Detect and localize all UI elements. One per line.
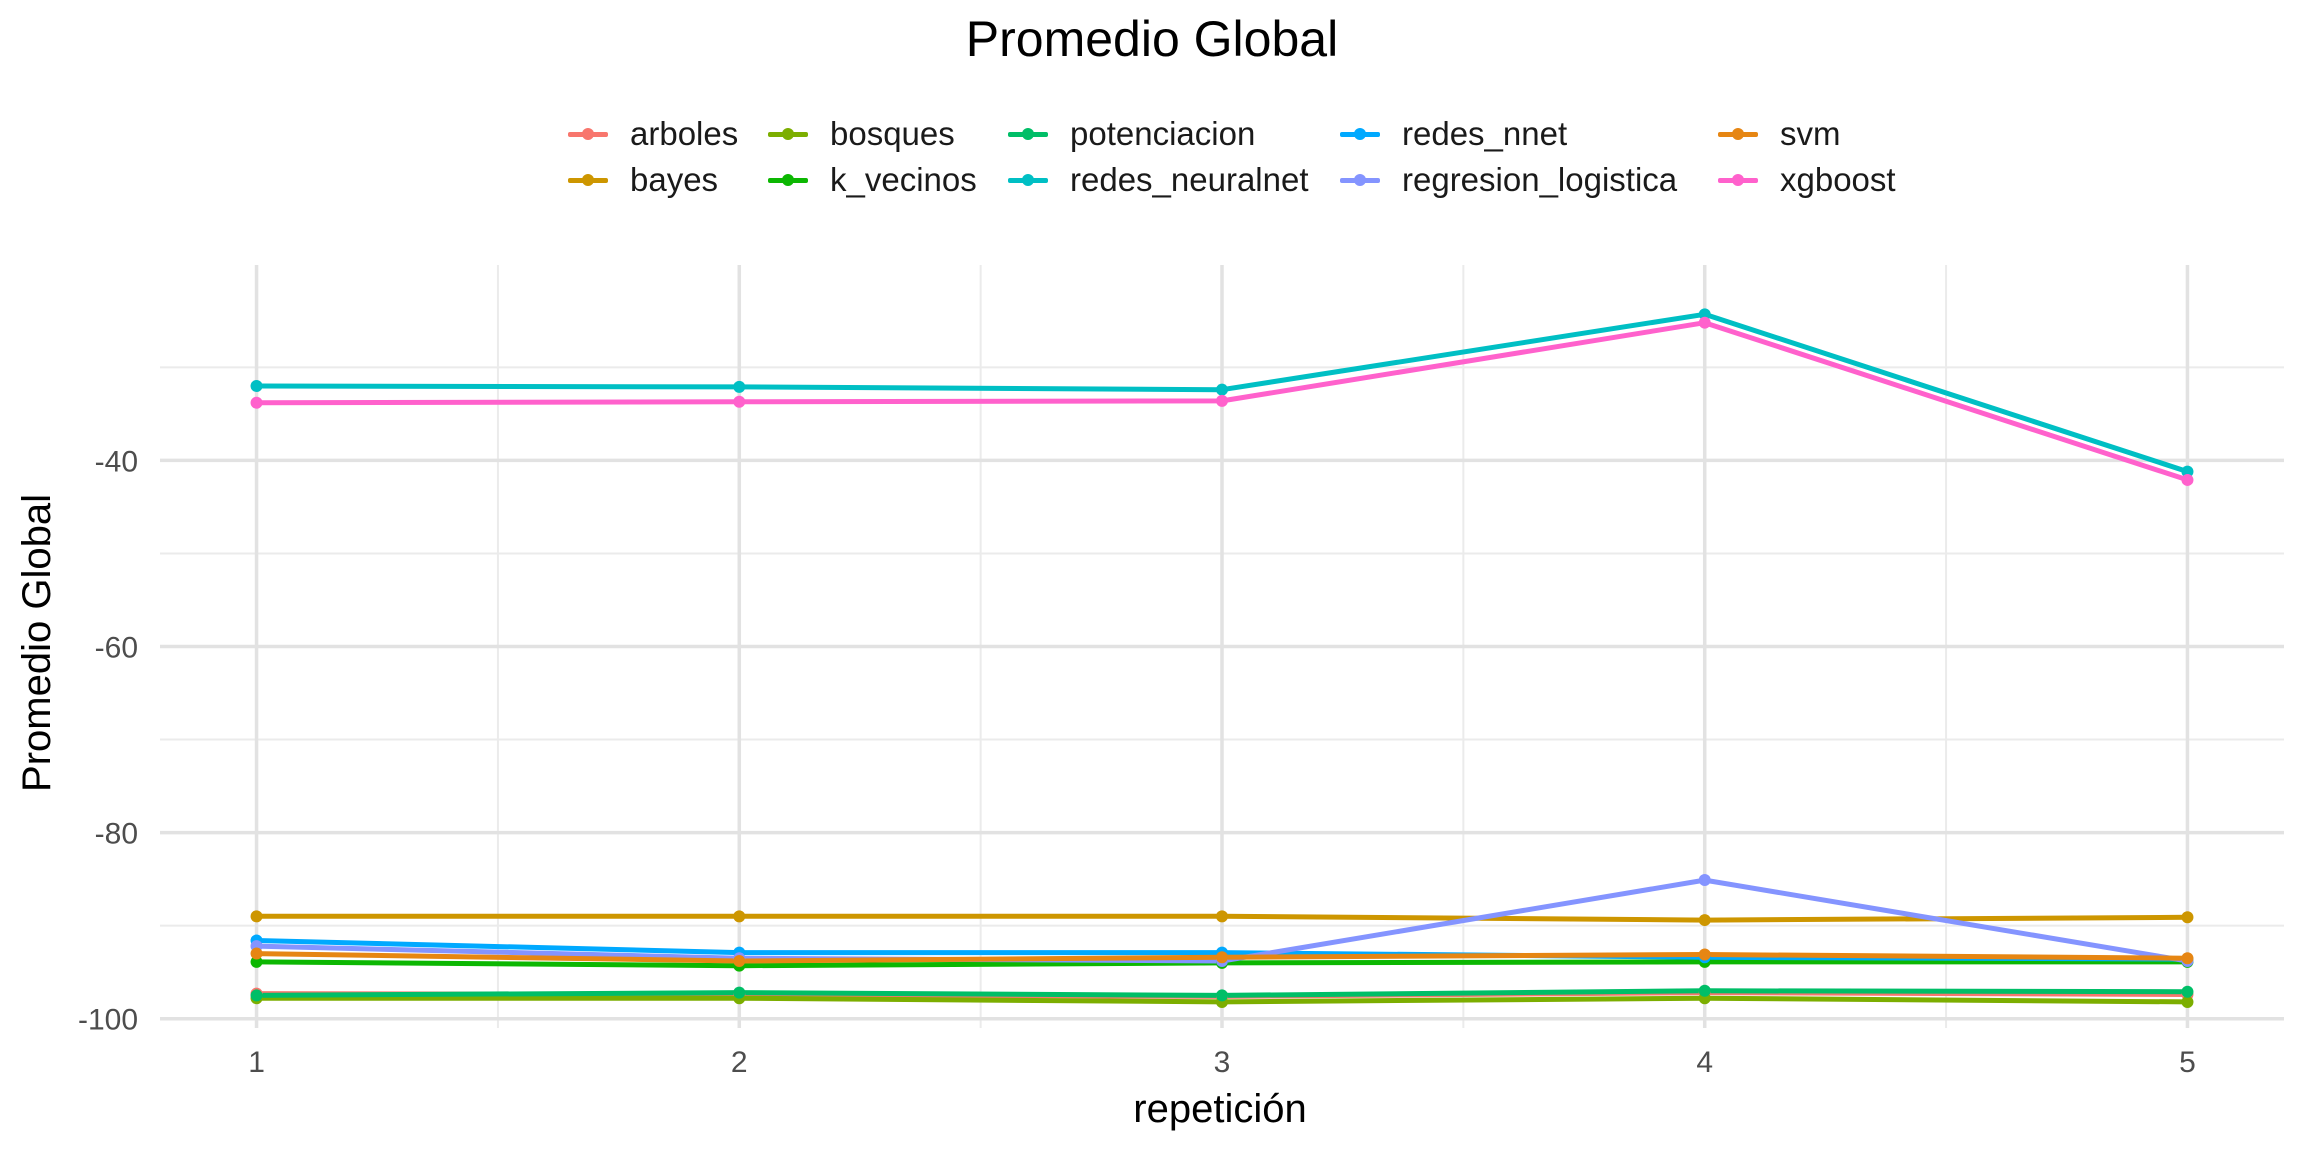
legend-item-redes_nnet: redes_nnet xyxy=(1340,112,1567,156)
data-point-potenciacion xyxy=(733,986,746,999)
x-axis-tick-labels: 1 2 3 4 5 xyxy=(248,1046,2196,1079)
y-axis-title: Promedio Global xyxy=(15,494,59,792)
legend-key xyxy=(1718,158,1758,202)
legend-key xyxy=(1008,112,1048,156)
legend-item-svm: svm xyxy=(1718,112,1841,156)
data-point-svm xyxy=(1698,948,1711,961)
data-point-bayes xyxy=(733,910,746,923)
x-axis-title: repetición xyxy=(1133,1087,1306,1131)
data-point-potenciacion xyxy=(250,989,263,1002)
data-point-xgboost xyxy=(2181,473,2194,486)
legend-label: bosques xyxy=(830,115,955,152)
legend-label: redes_nnet xyxy=(1402,115,1568,152)
legend-label: regresion_logistica xyxy=(1402,161,1678,198)
data-point-svm xyxy=(733,955,746,968)
legend-key xyxy=(568,158,608,202)
data-point-redes_neuralnet xyxy=(1216,383,1228,396)
data-point-potenciacion xyxy=(1216,989,1228,1002)
data-point-xgboost xyxy=(733,395,746,408)
legend-item-regresion_logistica: regresion_logistica xyxy=(1340,158,1677,202)
data-point-svm xyxy=(2181,952,2194,965)
data-point-redes_neuralnet xyxy=(733,380,746,393)
x-tick-label: 5 xyxy=(2179,1046,2196,1079)
legend-item-redes_neuralnet: redes_neuralnet xyxy=(1008,158,1309,202)
data-point-svm xyxy=(250,947,263,960)
chart-title: Promedio Global xyxy=(965,11,1339,67)
legend-item-arboles: arboles xyxy=(568,112,738,156)
legend-key xyxy=(768,112,808,156)
legend-item-bayes: bayes xyxy=(568,158,718,202)
legend-label: svm xyxy=(1780,115,1841,152)
y-tick-label: -60 xyxy=(95,632,138,665)
y-tick-label: -40 xyxy=(95,445,138,478)
legend-label: k_vecinos xyxy=(830,161,977,198)
legend-key xyxy=(768,158,808,202)
series-points xyxy=(250,308,2194,1008)
data-point-potenciacion xyxy=(2181,985,2194,998)
legend-label: arboles xyxy=(630,115,739,152)
legend-label: xgboost xyxy=(1780,161,1896,198)
data-point-potenciacion xyxy=(1698,984,1711,997)
data-point-bayes xyxy=(250,910,263,923)
data-point-bayes xyxy=(1698,914,1711,927)
data-point-bosques xyxy=(2181,995,2194,1008)
x-tick-label: 4 xyxy=(1696,1046,1713,1079)
y-axis-tick-labels: -100 -80 -60 -40 xyxy=(78,445,138,1036)
data-point-bayes xyxy=(2181,911,2194,924)
legend-key xyxy=(1340,158,1380,202)
data-point-redes_neuralnet xyxy=(2181,465,2194,478)
legend-item-k_vecinos: k_vecinos xyxy=(768,158,977,202)
legend-item-bosques: bosques xyxy=(768,112,955,156)
data-point-svm xyxy=(1216,951,1228,964)
x-tick-label: 1 xyxy=(248,1046,265,1079)
legend-label: potenciacion xyxy=(1070,115,1256,152)
data-point-bayes xyxy=(1216,910,1228,923)
legend-key xyxy=(568,112,608,156)
legend-key xyxy=(1340,112,1380,156)
y-tick-label: -100 xyxy=(78,1004,138,1037)
legend: arboles bayes bosques k_vecinos potenciacion… xyxy=(568,112,1988,208)
x-tick-label: 2 xyxy=(731,1046,748,1079)
data-point-regresion_logistica xyxy=(1698,874,1711,887)
legend-item-xgboost: xgboost xyxy=(1718,158,1896,202)
data-point-xgboost xyxy=(1216,394,1228,407)
legend-label: bayes xyxy=(630,161,719,198)
legend-key xyxy=(1008,158,1048,202)
data-point-xgboost xyxy=(250,396,263,409)
major-gridlines xyxy=(160,265,2284,1028)
legend-item-potenciacion: potenciacion xyxy=(1008,112,1255,156)
legend-label: redes_neuralnet xyxy=(1070,161,1309,198)
data-point-k_vecinos xyxy=(250,955,263,968)
data-point-redes_neuralnet xyxy=(1698,308,1711,321)
y-tick-label: -80 xyxy=(95,818,138,851)
data-point-xgboost xyxy=(1698,316,1711,329)
legend-key xyxy=(1718,112,1758,156)
x-tick-label: 3 xyxy=(1214,1046,1231,1079)
data-point-redes_neuralnet xyxy=(250,379,263,392)
